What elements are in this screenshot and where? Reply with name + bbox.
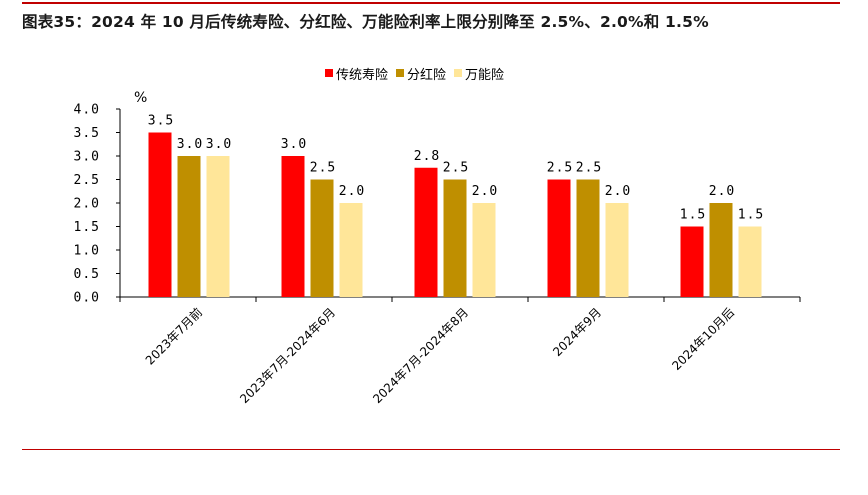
y-tick-label: 3.5 bbox=[74, 126, 100, 141]
legend-label: 传统寿险 bbox=[336, 68, 388, 83]
bar-2-1 bbox=[177, 156, 201, 297]
data-label: 2.0 bbox=[339, 184, 365, 199]
bottom-rule bbox=[22, 449, 840, 450]
data-label: 2.5 bbox=[310, 161, 336, 176]
data-label: 2.0 bbox=[472, 184, 498, 199]
bar-3-4 bbox=[605, 203, 629, 297]
y-tick-label: 1.0 bbox=[74, 244, 100, 259]
x-category-label: 2024年10月后 bbox=[669, 305, 737, 373]
y-tick-label: 2.5 bbox=[74, 173, 100, 188]
data-label: 1.5 bbox=[680, 208, 706, 223]
legend-swatch-3 bbox=[454, 69, 462, 77]
bar-3-3 bbox=[472, 203, 496, 297]
data-label: 3.0 bbox=[177, 137, 203, 152]
bar-3-2 bbox=[339, 203, 363, 297]
data-label: 2.8 bbox=[414, 149, 440, 164]
data-label: 2.5 bbox=[576, 161, 602, 176]
bar-1-5 bbox=[680, 226, 704, 297]
data-label: 3.0 bbox=[281, 137, 307, 152]
y-tick-label: 3.0 bbox=[74, 150, 100, 165]
bar-2-4 bbox=[576, 179, 600, 297]
data-label: 2.0 bbox=[605, 184, 631, 199]
y-tick-label: 1.5 bbox=[74, 220, 100, 235]
legend-label: 万能险 bbox=[465, 68, 504, 83]
figure-title: 图表35：2024 年 10 月后传统寿险、分红险、万能险利率上限分别降至 2.… bbox=[22, 13, 709, 31]
legend-swatch-1 bbox=[325, 69, 333, 77]
data-label: 2.5 bbox=[443, 161, 469, 176]
y-tick-label: 4.0 bbox=[74, 103, 100, 118]
x-category-label: 2024年7月-2024年8月 bbox=[370, 305, 471, 406]
bar-1-3 bbox=[414, 167, 438, 297]
bar-2-2 bbox=[310, 179, 334, 297]
bar-1-1 bbox=[148, 132, 172, 297]
bar-1-4 bbox=[547, 179, 571, 297]
x-category-label: 2023年7月-2024年6月 bbox=[237, 305, 338, 406]
x-category-label: 2023年7月前 bbox=[142, 305, 205, 368]
y-axis-unit-label: % bbox=[134, 90, 147, 106]
data-label: 2.0 bbox=[709, 184, 735, 199]
data-label: 1.5 bbox=[738, 208, 764, 223]
title-top-rule bbox=[22, 2, 840, 4]
bar-3-1 bbox=[206, 156, 230, 297]
bar-1-2 bbox=[281, 156, 305, 297]
bar-2-3 bbox=[443, 179, 467, 297]
data-label: 3.0 bbox=[206, 137, 232, 152]
data-label: 2.5 bbox=[547, 161, 573, 176]
bar-3-5 bbox=[738, 226, 762, 297]
y-tick-label: 0.5 bbox=[74, 267, 100, 282]
data-label: 3.5 bbox=[148, 114, 174, 129]
y-tick-label: 2.0 bbox=[74, 197, 100, 212]
legend-label: 分红险 bbox=[407, 67, 446, 83]
x-category-label: 2024年9月 bbox=[550, 305, 604, 359]
legend-swatch-2 bbox=[396, 69, 404, 77]
y-tick-label: 0.0 bbox=[74, 291, 100, 306]
bar-2-5 bbox=[709, 203, 733, 297]
